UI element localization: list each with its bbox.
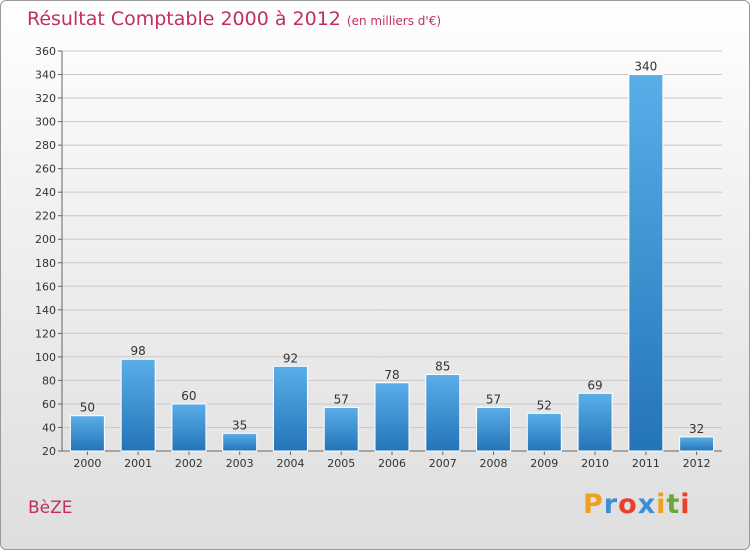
- bar-2002: [171, 403, 207, 452]
- value-label-2009: 52: [537, 398, 552, 412]
- x-tick-label-2012: 2012: [683, 457, 711, 470]
- x-tick-label-2011: 2011: [632, 457, 660, 470]
- x-tick-label-2002: 2002: [175, 457, 203, 470]
- labels: 50 98 60 35 92 57 78 85 57 52 69 340 32: [80, 60, 705, 436]
- y-tick-label: 140: [35, 304, 56, 317]
- value-label-2001: 98: [131, 344, 146, 358]
- y-tick-label: 340: [35, 69, 56, 82]
- chart-title: Résultat Comptable 2000 à 2012 (en millie…: [27, 8, 441, 30]
- y-tick-label: 200: [35, 233, 56, 246]
- y-tick-label: 180: [35, 257, 56, 270]
- value-label-2003: 35: [232, 418, 247, 432]
- logo-letter: x: [637, 489, 657, 520]
- value-label-2000: 50: [80, 401, 95, 415]
- axes: 20 40 60 80 100 120 140 160 180 200 220 240 260 280 30…: [35, 45, 722, 470]
- bar-2004: [272, 365, 308, 452]
- logo-letter: P: [583, 489, 604, 520]
- bar-2001: [120, 358, 156, 452]
- bar-2009: [526, 412, 562, 452]
- y-tick-label: 60: [42, 398, 56, 411]
- x-tick-label-2001: 2001: [124, 457, 152, 470]
- y-tick-label: 260: [35, 163, 56, 176]
- x-tick-label-2005: 2005: [327, 457, 355, 470]
- bar-2003: [222, 432, 258, 452]
- logo-letter: i: [656, 489, 667, 520]
- y-tick-label: 360: [35, 45, 56, 58]
- y-tick-label: 160: [35, 280, 56, 293]
- bar-2000: [69, 415, 105, 452]
- y-tick-label: 80: [42, 374, 56, 387]
- y-tick-label: 120: [35, 327, 56, 340]
- value-label-2012: 32: [689, 422, 704, 436]
- x-tick-label-2004: 2004: [276, 457, 304, 470]
- bar-2006: [374, 382, 410, 452]
- proxiti-logo: Proxiti: [583, 489, 691, 520]
- logo-letter: o: [618, 489, 638, 520]
- logo-letter: i: [680, 489, 691, 520]
- commune-name: BèZE: [28, 498, 73, 518]
- bar-2011: [628, 74, 664, 452]
- bar-2012: [679, 436, 715, 452]
- bar-2010: [577, 392, 613, 452]
- value-label-2002: 60: [181, 389, 196, 403]
- value-label-2010: 69: [587, 378, 602, 392]
- x-tick-label-2003: 2003: [226, 457, 254, 470]
- bar-2005: [323, 406, 359, 452]
- x-tick-label-2008: 2008: [480, 457, 508, 470]
- logo-letter: t: [666, 489, 681, 520]
- y-tick-label: 300: [35, 116, 56, 129]
- y-tick-label: 100: [35, 351, 56, 364]
- x-tick-label-2009: 2009: [530, 457, 558, 470]
- y-tick-label: 20: [42, 445, 56, 458]
- y-tick-label: 320: [35, 92, 56, 105]
- value-label-2005: 57: [334, 392, 349, 406]
- bars: [69, 74, 715, 452]
- value-label-2006: 78: [384, 368, 399, 382]
- y-tick-label: 280: [35, 139, 56, 152]
- chart-title-text: Résultat Comptable 2000 à 2012: [27, 8, 341, 30]
- y-tick-label: 240: [35, 186, 56, 199]
- bar-2008: [476, 406, 512, 452]
- x-tick-label-2007: 2007: [429, 457, 457, 470]
- x-tick-label-2000: 2000: [73, 457, 101, 470]
- x-tick-label-2006: 2006: [378, 457, 406, 470]
- value-label-2011: 340: [634, 60, 657, 74]
- value-label-2008: 57: [486, 392, 501, 406]
- y-tick-label: 40: [42, 421, 56, 434]
- x-tick-label-2010: 2010: [581, 457, 609, 470]
- logo-letter: r: [603, 489, 619, 520]
- value-label-2007: 85: [435, 360, 450, 374]
- chart-subtitle: (en milliers d'€): [346, 14, 442, 28]
- bar-2007: [425, 374, 461, 452]
- y-tick-label: 220: [35, 210, 56, 223]
- value-label-2004: 92: [283, 351, 298, 365]
